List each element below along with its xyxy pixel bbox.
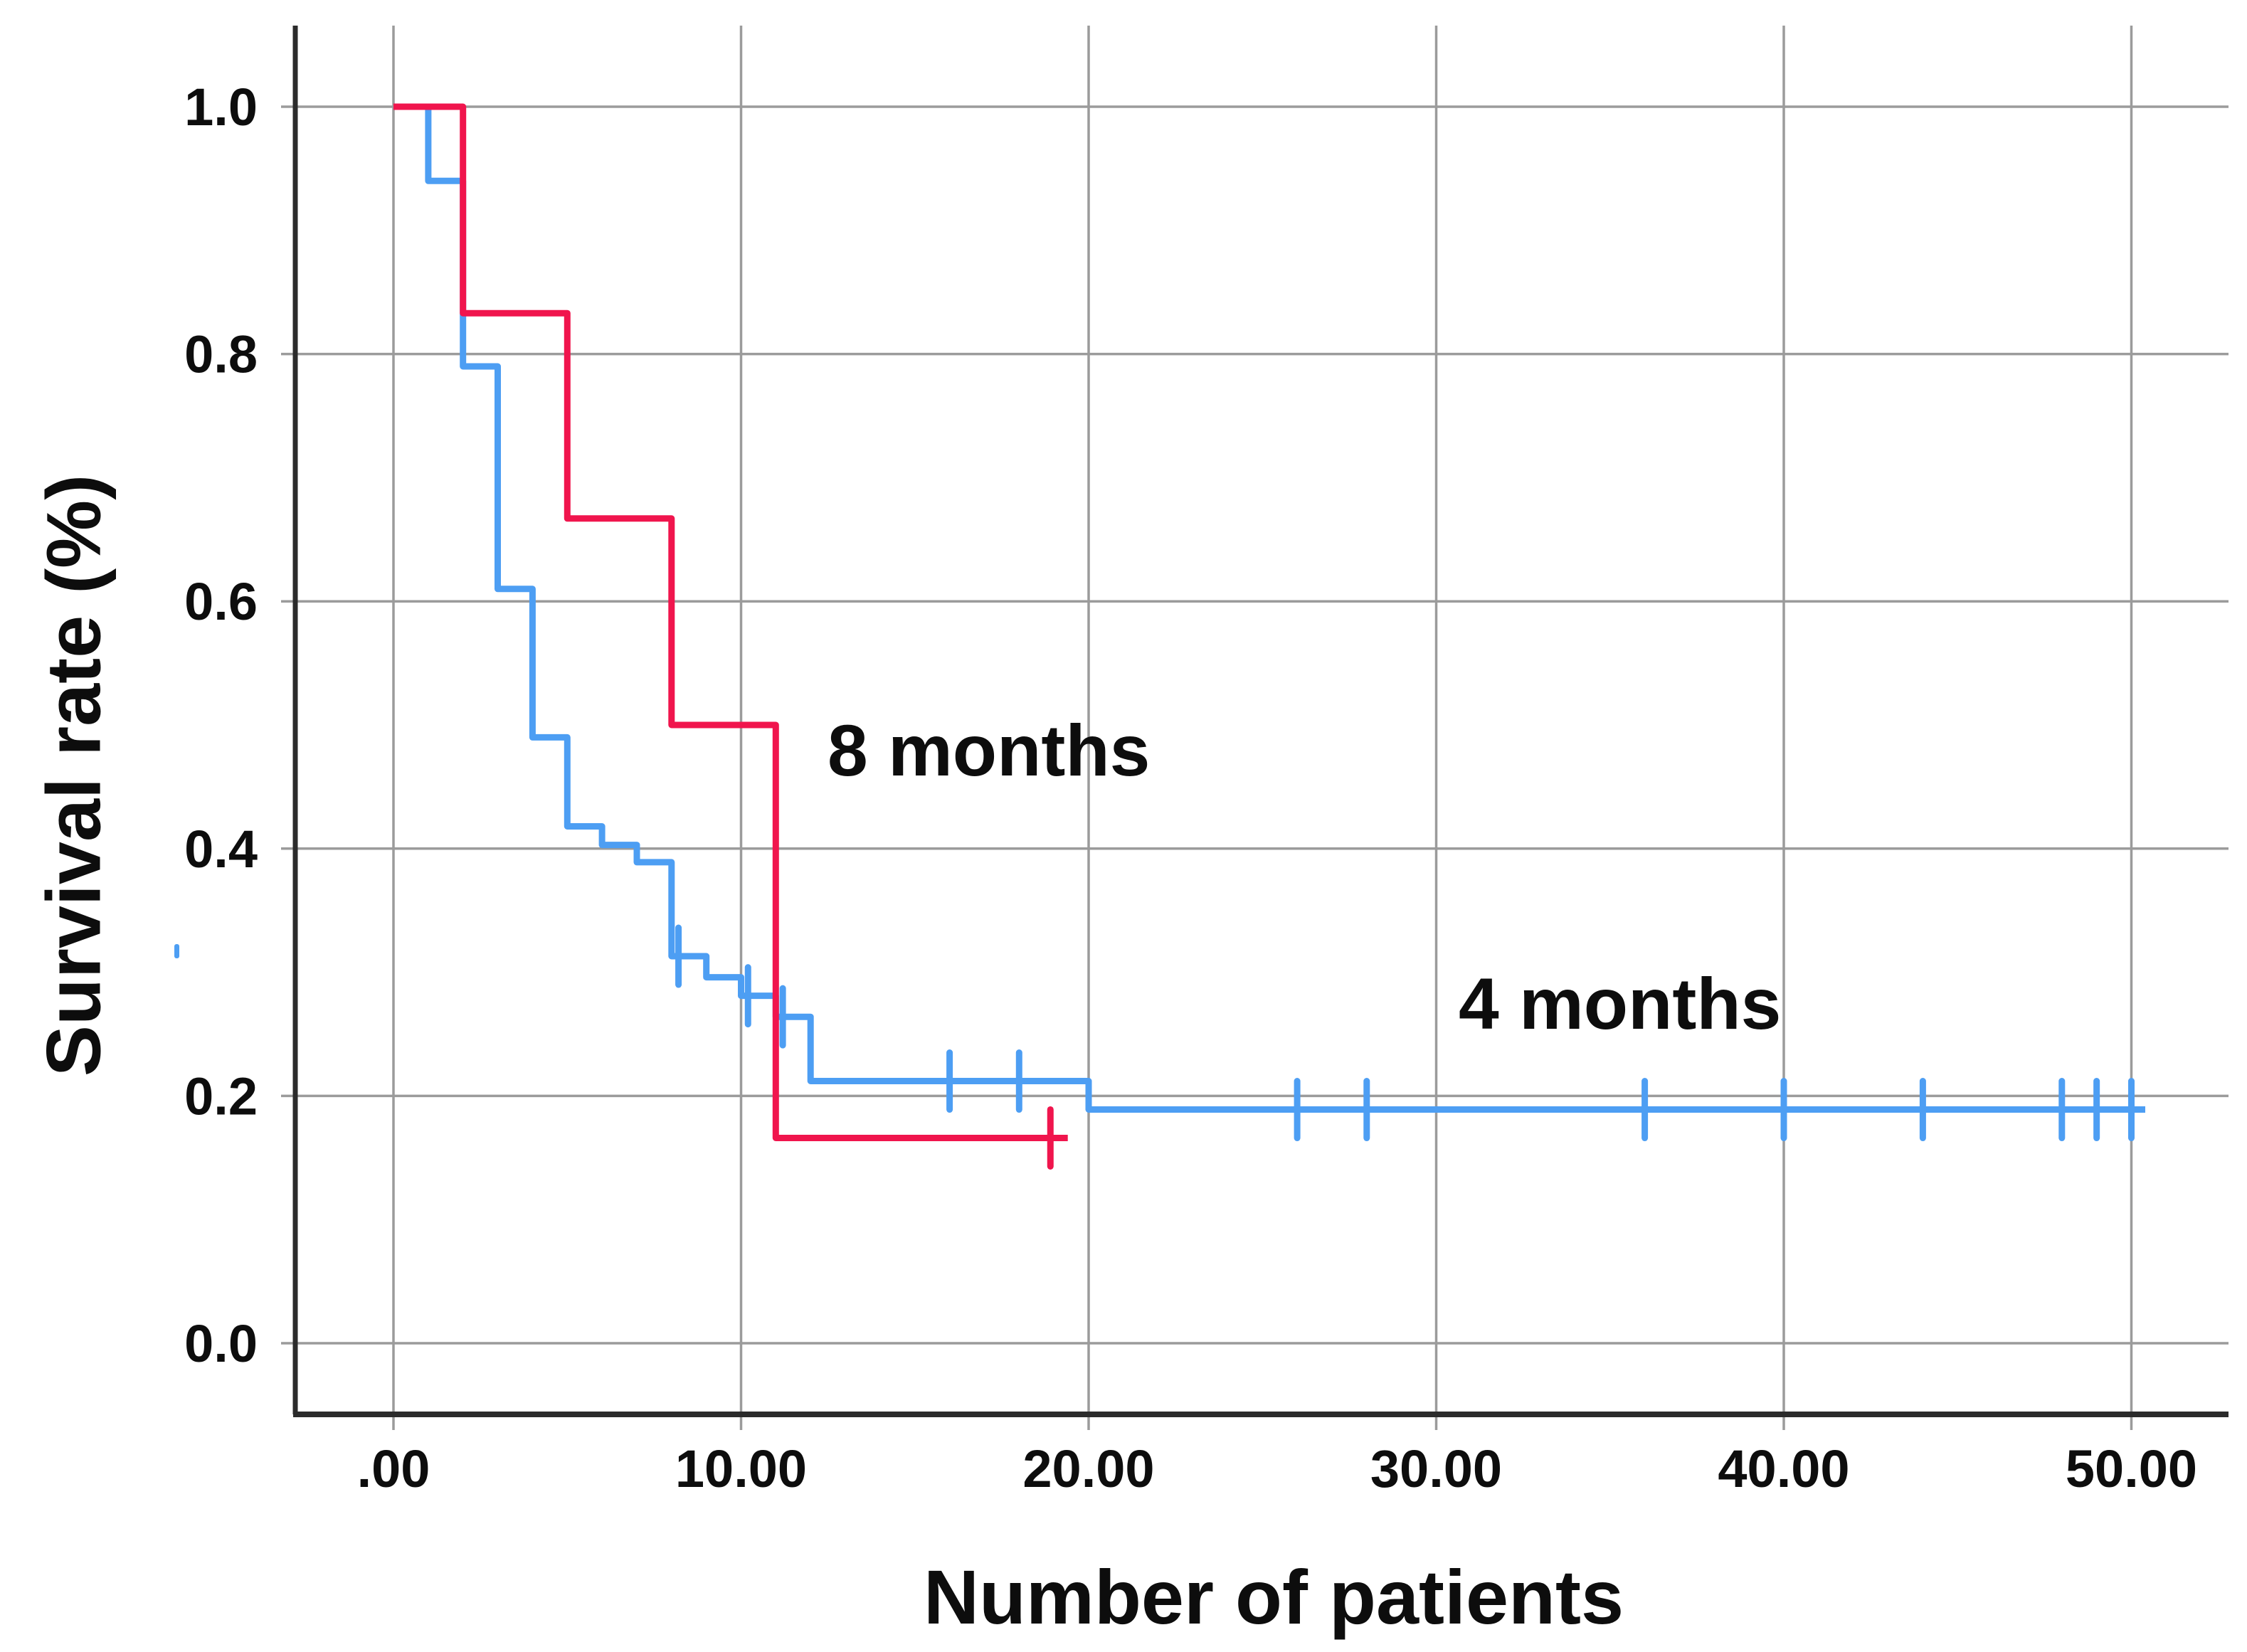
y-tick-label: 0.0 bbox=[184, 1314, 258, 1373]
x-tick-label: 10.00 bbox=[675, 1439, 807, 1498]
x-tick-label: .00 bbox=[357, 1439, 430, 1498]
x-axis-title: Number of patients bbox=[923, 1554, 1624, 1640]
x-tick-label: 20.00 bbox=[1022, 1439, 1154, 1498]
y-tick-label: 0.8 bbox=[184, 325, 258, 384]
tick-labels: .00 10.00 20.00 30.00 40.00 50.00 0.0 0.2 0.4 0.6… bbox=[184, 78, 2197, 1498]
censor-marks bbox=[675, 924, 2135, 1170]
stray-blue-mark bbox=[174, 944, 179, 958]
y-tick-label: 0.2 bbox=[184, 1066, 258, 1126]
annotation-4-months: 4 months bbox=[1459, 963, 1782, 1044]
curve-4-months bbox=[393, 103, 2145, 1113]
x-tick-label: 30.00 bbox=[1370, 1439, 1502, 1498]
y-axis-title: Survival rate (%) bbox=[30, 474, 117, 1077]
gridlines bbox=[281, 26, 2229, 1430]
x-tick-label: 40.00 bbox=[1718, 1439, 1849, 1498]
axes bbox=[292, 26, 2229, 1417]
y-tick-label: 0.4 bbox=[184, 820, 258, 879]
annotation-8-months: 8 months bbox=[828, 710, 1151, 791]
y-tick-label: 0.6 bbox=[184, 572, 258, 631]
series-curves bbox=[393, 103, 2145, 1141]
y-tick-label: 1.0 bbox=[184, 78, 258, 137]
curve-8-months bbox=[393, 103, 1068, 1141]
x-tick-label: 50.00 bbox=[2066, 1439, 2197, 1498]
